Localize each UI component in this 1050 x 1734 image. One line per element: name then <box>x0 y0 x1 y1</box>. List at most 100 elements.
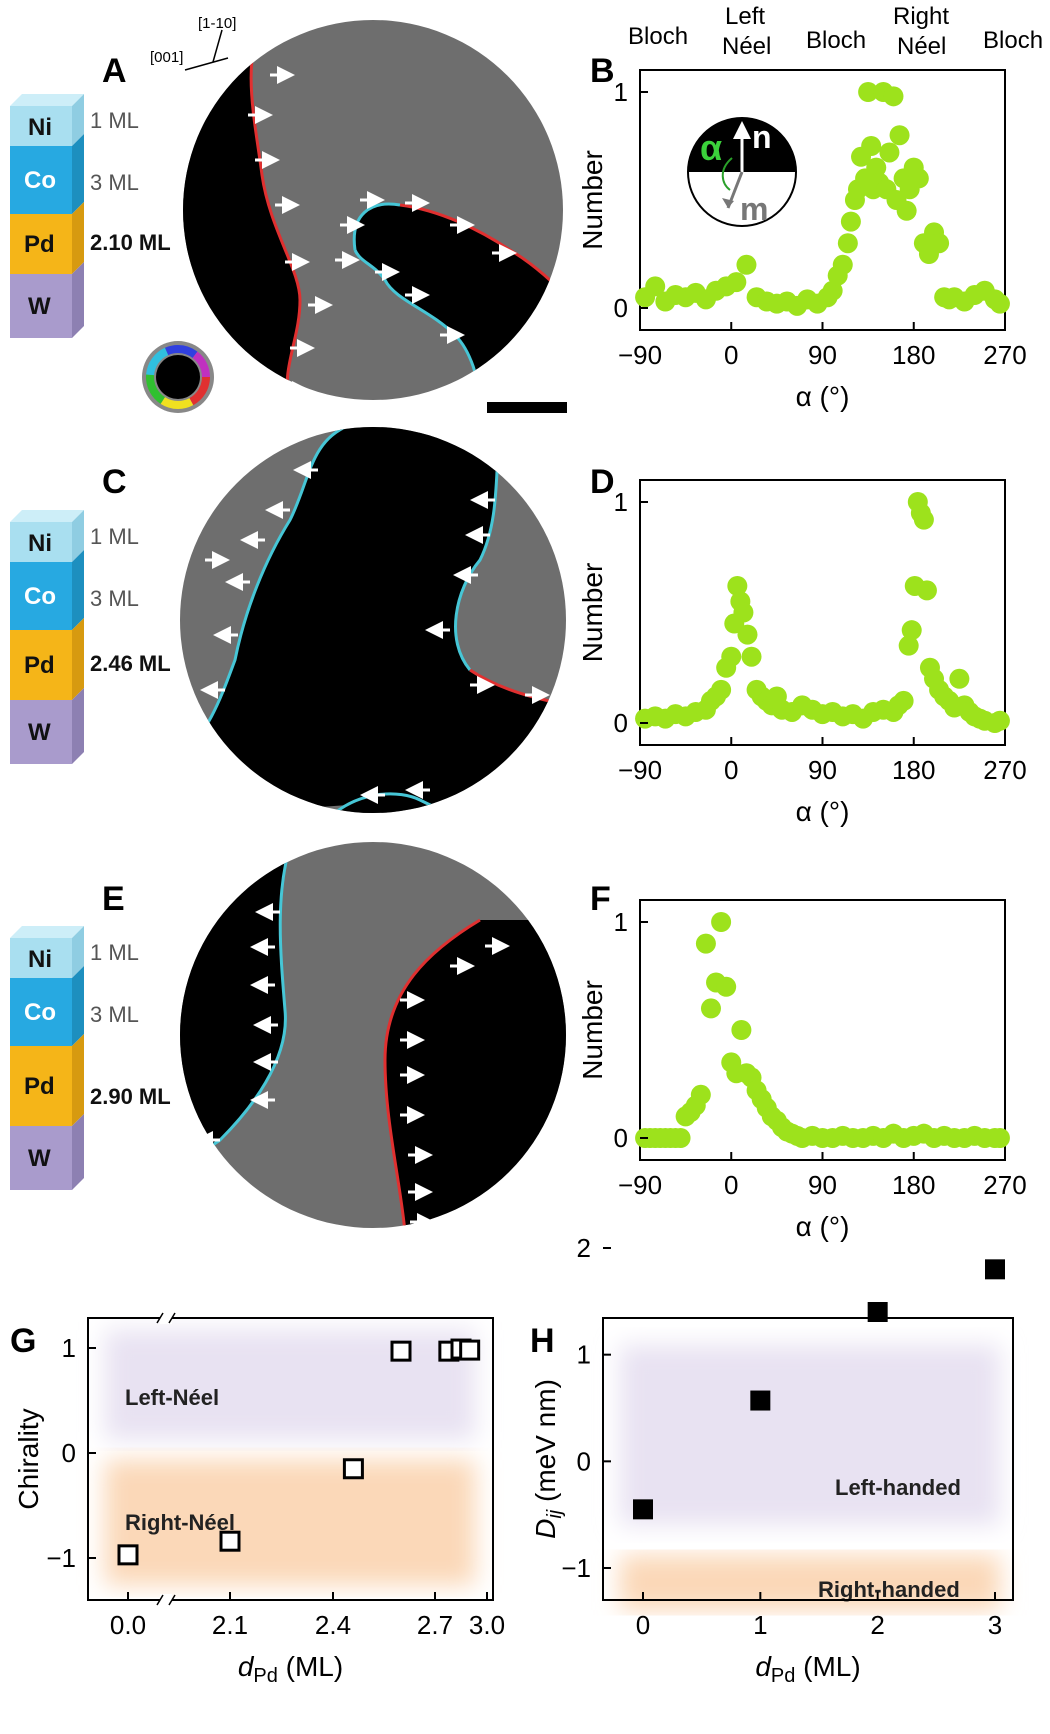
data-point <box>858 82 879 102</box>
data-point <box>913 509 934 530</box>
x-tick-label: 180 <box>892 1170 935 1200</box>
domain-image-a <box>183 20 563 400</box>
axis-break-mark <box>168 1594 176 1606</box>
data-point <box>879 142 900 163</box>
data-point <box>721 646 742 667</box>
x-tick-label: 3.0 <box>469 1610 505 1640</box>
y-tick-label: −1 <box>46 1543 76 1573</box>
histogram-f: F −90 0 90 180 270 0 1 α (°) Number <box>577 880 1027 1242</box>
y-axis-label: Number <box>577 980 608 1080</box>
data-point <box>711 679 732 700</box>
y-tick-label: 1 <box>614 907 628 937</box>
y-tick-label: 0 <box>577 1446 591 1476</box>
x-tick-label: 90 <box>808 340 837 370</box>
histogram-b: B −90 0 90 180 270 0 1 α (°) Number <box>577 52 1027 412</box>
dmi-plot: H Left-handed Right-handed 0 1 2 3 −1 0 1 2 dPd … <box>530 1233 1014 1687</box>
data-point <box>342 1458 364 1480</box>
x-tick-label: 1 <box>753 1610 767 1640</box>
region-label-left-handed: Left-handed <box>835 1475 961 1500</box>
magnetization-arrows-e <box>195 903 510 1231</box>
x-tick-label: 0 <box>724 340 738 370</box>
panel-letter-d: D <box>590 463 615 501</box>
stack-w-label: W <box>28 1145 51 1172</box>
stack-w-label: W <box>28 293 51 320</box>
left-neel-region <box>105 1330 475 1440</box>
panel-letter-f: F <box>590 880 611 918</box>
panel-e: E <box>102 842 566 1231</box>
co-thickness: 3 ML <box>90 586 139 611</box>
data-point <box>893 690 914 711</box>
axis-break-mark <box>168 1312 176 1324</box>
stack-ni-label: Ni <box>28 114 52 141</box>
data-point <box>750 1390 771 1411</box>
y-axis-label: Number <box>577 563 608 663</box>
crystal-axes: [001] [1-10] <box>150 15 236 71</box>
data-point <box>889 125 910 146</box>
stack-ni-label: Ni <box>28 946 52 973</box>
axis-break-mark <box>156 1594 164 1606</box>
data-point <box>949 668 970 689</box>
axis-break-gap <box>160 1594 172 1606</box>
y-tick-label: 0 <box>614 293 628 323</box>
region-label-right-handed: Right-handed <box>818 1577 960 1602</box>
y-tick-label: 0 <box>62 1438 76 1468</box>
data-point <box>219 1530 241 1552</box>
y-tick-label: 2 <box>577 1233 591 1263</box>
scale-bar <box>487 402 567 413</box>
ni-thickness: 1 ML <box>90 108 139 133</box>
x-tick-label: 2.4 <box>315 1610 351 1640</box>
stack-co-label: Co <box>24 167 56 194</box>
inset-n: n <box>752 119 772 155</box>
x-tick-label: 180 <box>892 340 935 370</box>
axis-001-label: [001] <box>150 49 183 66</box>
data-point <box>832 254 853 275</box>
data-point <box>989 710 1010 731</box>
magnetization-arrows-a <box>248 66 517 399</box>
x-axis-label: α (°) <box>796 1211 850 1242</box>
panel-letter-b: B <box>590 52 615 90</box>
co-thickness: 3 ML <box>90 170 139 195</box>
label-bloch-3: Bloch <box>983 27 1043 54</box>
stack-pd-label: Pd <box>24 231 55 258</box>
data-point <box>716 976 737 997</box>
pd-thickness-a: 2.10 ML <box>90 230 171 255</box>
x-tick-label: −90 <box>618 755 662 785</box>
x-tick-label: 2.1 <box>212 1610 248 1640</box>
data-point <box>459 1339 481 1361</box>
data-point <box>840 211 861 232</box>
y-axis-label: Chirality <box>13 1408 44 1509</box>
stack-pd-label: Pd <box>24 652 55 679</box>
data-point <box>645 276 666 297</box>
x-axis-label: dPd (ML) <box>755 1651 860 1687</box>
data-point <box>700 998 721 1019</box>
co-thickness: 3 ML <box>90 1002 139 1027</box>
x-tick-label: 0 <box>724 1170 738 1200</box>
data-point <box>822 280 843 301</box>
color-wheel <box>142 341 214 413</box>
pd-thickness-e: 2.90 ML <box>90 1084 171 1109</box>
y-tick-label: 1 <box>62 1333 76 1363</box>
y-tick-label: 0 <box>614 708 628 738</box>
panel-letter-c: C <box>102 463 127 501</box>
x-tick-label: 0 <box>724 755 738 785</box>
inset-m: m <box>740 191 768 227</box>
x-tick-label: −90 <box>618 340 662 370</box>
region-label-right-neel: Right-Néel <box>125 1510 235 1535</box>
label-left-2: Néel <box>722 33 771 60</box>
plot-frame <box>602 1317 1014 1601</box>
stack-co-label: Co <box>24 999 56 1026</box>
data-point <box>633 1499 653 1520</box>
x-axis-label: α (°) <box>796 381 850 412</box>
magnetization-arrows-c <box>187 461 550 829</box>
ni-thickness: 1 ML <box>90 524 139 549</box>
data-point <box>390 1340 412 1362</box>
chirality-plot: G Left-Néel Right-Néel 0.0 2.1 2.4 2.7 3.0 −1… <box>10 1312 505 1687</box>
label-right-1: Right <box>893 3 949 30</box>
axis-break-gap <box>160 1312 172 1324</box>
panel-letter-e: E <box>102 880 125 918</box>
data-point <box>916 580 937 601</box>
data-point <box>736 254 757 275</box>
layer-stack-a: Ni Co Pd W 1 ML 3 ML 2.10 ML <box>10 94 171 338</box>
data-point <box>867 1302 888 1322</box>
